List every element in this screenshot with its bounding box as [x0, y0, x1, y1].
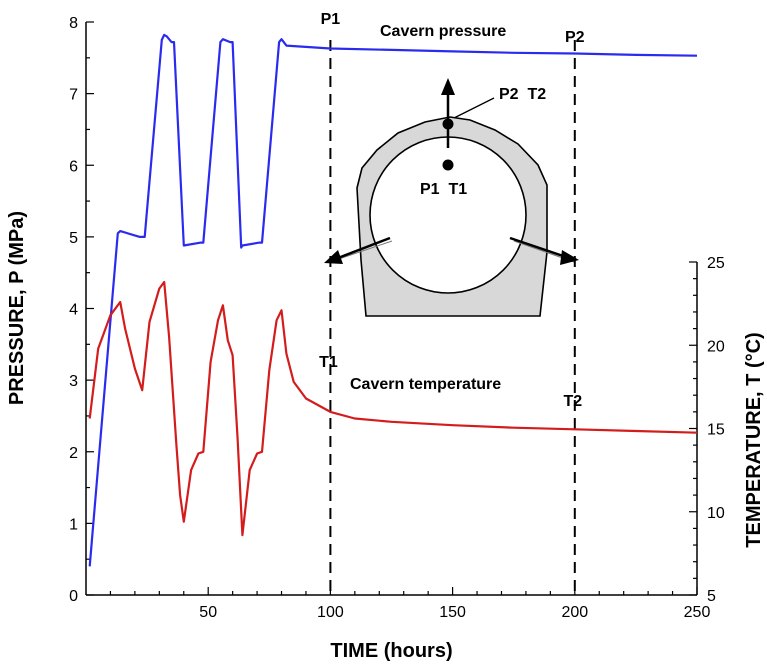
point-p2-leader: [453, 97, 495, 119]
pressure-annotation: Cavern pressure: [380, 23, 506, 40]
x-tick-label: 50: [199, 604, 217, 621]
marker-top-label: P1: [321, 11, 341, 28]
y-left-tick-label: 6: [69, 158, 78, 175]
arrow-left-head: [324, 250, 343, 264]
y-left-tick-label: 5: [69, 230, 78, 247]
x-tick-label: 100: [317, 604, 344, 621]
pressure-series-line: [88, 33, 698, 567]
inset-label-p1-t1: P1 T1: [420, 181, 467, 198]
arrow-right: [509, 236, 567, 259]
arrow-left: [337, 236, 391, 260]
series-layer: P1 T1 P2 T2: [88, 11, 698, 595]
x-tick-label: 250: [684, 604, 711, 621]
y-right-tick-label: 20: [707, 338, 725, 355]
x-tick-label: 200: [561, 604, 588, 621]
marker-bottom-label: T1: [319, 354, 338, 371]
y-left-tick-label: 3: [69, 373, 78, 390]
y-left-axis-title: PRESSURE, P (MPa): [6, 211, 28, 405]
point-p1-t1: [442, 159, 454, 171]
temperature-series-line: [88, 280, 698, 537]
y-left-tick-label: 8: [69, 15, 78, 32]
marker-top-label: P2: [565, 29, 585, 46]
y-left-tick-label: 1: [69, 516, 78, 533]
x-tick-label: 150: [439, 604, 466, 621]
y-left-tick-label: 2: [69, 445, 78, 462]
arrow-right-head: [560, 250, 579, 265]
arrow-up-head: [441, 78, 455, 95]
cavern-cross-section-inset: P1 T1 P2 T2: [324, 78, 579, 317]
inset-label-p2-t2: P2 T2: [499, 86, 546, 103]
y-right-tick-label: 15: [707, 422, 725, 439]
y-right-axis-title: TEMPERATURE, T (°C): [743, 332, 765, 547]
point-p2-t2: [442, 118, 454, 130]
y-left-tick-label: 4: [69, 302, 78, 319]
temperature-annotation: Cavern temperature: [350, 376, 501, 393]
y-left-tick-label: 7: [69, 87, 78, 104]
y-right-tick-label: 25: [707, 255, 725, 272]
x-axis-title: TIME (hours): [330, 640, 452, 662]
marker-bottom-label: T2: [563, 393, 582, 410]
y-right-tick-label: 5: [707, 588, 716, 605]
y-right-tick-label: 10: [707, 505, 725, 522]
axes: 50 100 150 200 250 0 1 2 3 4 5 6 7 8 5 10 15 20 25 TIME (ho…: [6, 15, 765, 662]
y-left-tick-label: 0: [69, 588, 78, 605]
